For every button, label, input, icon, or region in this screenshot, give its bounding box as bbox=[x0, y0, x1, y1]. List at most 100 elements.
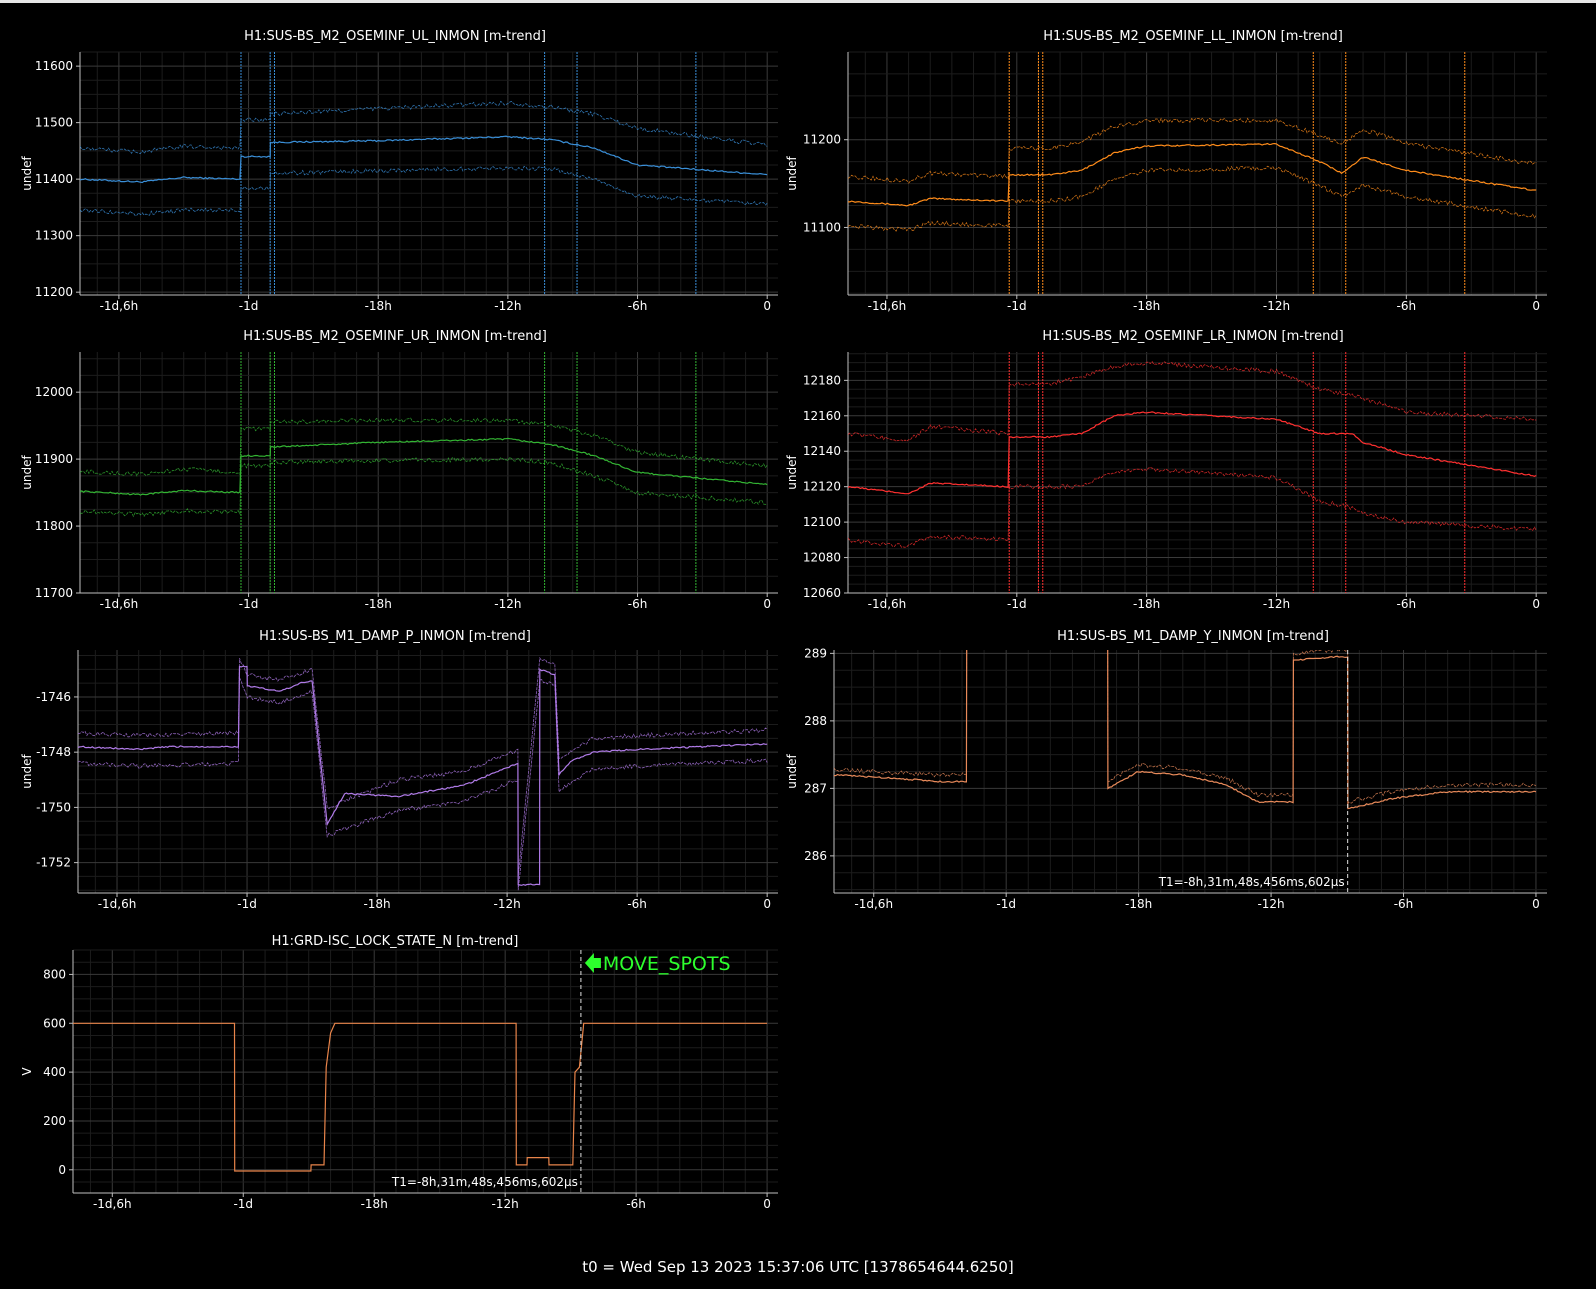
x-tick-label: 0 bbox=[1532, 299, 1540, 313]
series-line bbox=[78, 665, 768, 886]
x-tick-label: -12h bbox=[1263, 597, 1290, 611]
chart-plot-osem-ur: -1d,6h -1d -18h -12h -6h 0 11700 11800 11900 1200… bbox=[20, 352, 778, 611]
y-tick-label: 11600 bbox=[35, 59, 73, 73]
y-tick-label: 200 bbox=[43, 1114, 66, 1128]
x-tick-label: 0 bbox=[763, 897, 771, 911]
y-tick-label: 12100 bbox=[803, 515, 841, 529]
y-tick-label: 11500 bbox=[35, 116, 73, 130]
y-tick-label: 288 bbox=[804, 714, 827, 728]
y-tick-label: 11400 bbox=[35, 172, 73, 186]
y-tick-label: 286 bbox=[804, 849, 827, 863]
plot-area bbox=[80, 352, 768, 593]
x-tick-label: -12h bbox=[492, 1197, 519, 1211]
series-line bbox=[834, 650, 1537, 810]
series-line bbox=[73, 1022, 768, 1172]
chart-panel-osem-lr: H1:SUS-BS_M2_OSEMINF_LR_INMON [m-trend] … bbox=[785, 300, 1596, 620]
x-tick-label: -1d bbox=[1007, 299, 1027, 313]
y-tick-label: 12000 bbox=[35, 385, 73, 399]
y-tick-label: 11300 bbox=[35, 229, 73, 243]
y-tick-label: 12160 bbox=[803, 409, 841, 423]
y-tick-label: 800 bbox=[43, 967, 66, 981]
y-tick-label: 289 bbox=[804, 646, 827, 660]
y-tick-label: 600 bbox=[43, 1016, 66, 1030]
x-tick-label: -6h bbox=[628, 299, 648, 313]
y-tick-label: -1750 bbox=[36, 800, 71, 814]
chart-plot-osem-ul: -1d,6h -1d -18h -12h -6h 0 11200 11300 11400 1150… bbox=[20, 51, 778, 313]
chart-plot-damp-p: -1d,6h -1d -18h -12h -6h 0 -1746 -1748 -1750 -175… bbox=[20, 650, 778, 911]
y-tick-label: 11900 bbox=[35, 452, 73, 466]
x-tick-label: -1d,6h bbox=[100, 597, 139, 611]
x-tick-label: -1d,6h bbox=[868, 597, 907, 611]
grid bbox=[834, 650, 1547, 893]
x-tick-label: -1d bbox=[237, 897, 257, 911]
y-tick-label: -1748 bbox=[36, 745, 71, 759]
x-tick-label: -18h bbox=[363, 897, 390, 911]
t0-footer: t0 = Wed Sep 13 2023 15:37:06 UTC [13786… bbox=[582, 1258, 1014, 1276]
chart-panel-damp-p: H1:SUS-BS_M1_DAMP_P_INMON [m-trend] -1d,… bbox=[0, 605, 790, 925]
top-border bbox=[0, 0, 1596, 3]
y-tick-label: 400 bbox=[43, 1065, 66, 1079]
y-axis-label: undef bbox=[785, 455, 799, 490]
chart-title: H1:SUS-BS_M2_OSEMINF_LL_INMON [m-trend] bbox=[1043, 29, 1343, 44]
x-tick-label: -6h bbox=[627, 897, 647, 911]
series-line bbox=[848, 117, 1537, 184]
x-tick-label: -1d bbox=[1007, 597, 1027, 611]
x-tick-label: -18h bbox=[361, 1197, 388, 1211]
y-tick-label: 12060 bbox=[803, 586, 841, 600]
chart-title: H1:SUS-BS_M2_OSEMINF_UL_INMON [m-trend] bbox=[244, 29, 546, 44]
y-tick-label: 11800 bbox=[35, 519, 73, 533]
series-line bbox=[848, 142, 1537, 207]
grid bbox=[80, 352, 778, 594]
x-tick-label: -6h bbox=[628, 597, 648, 611]
series-line bbox=[80, 135, 768, 184]
x-tick-label: -1d bbox=[239, 597, 259, 611]
y-axis-label: undef bbox=[20, 754, 34, 789]
series-line bbox=[80, 456, 768, 518]
y-tick-label: -1752 bbox=[36, 856, 71, 870]
x-tick-label: -18h bbox=[365, 299, 392, 313]
chart-plot-damp-y: -1d,6h -1d -18h -12h -6h 0 286 287 288 289 undef T1… bbox=[785, 646, 1547, 911]
x-tick-label: 0 bbox=[763, 299, 771, 313]
annotation-arrow-icon bbox=[584, 953, 601, 973]
x-tick-label: 0 bbox=[1532, 897, 1540, 911]
x-tick-label: -1d,6h bbox=[93, 1197, 132, 1211]
grid bbox=[80, 51, 778, 295]
chart-panel-osem-ll: H1:SUS-BS_M2_OSEMINF_LL_INMON [m-trend] … bbox=[785, 0, 1596, 320]
series-line bbox=[848, 165, 1537, 232]
series-line bbox=[78, 677, 768, 891]
y-tick-label: 11200 bbox=[35, 285, 73, 299]
plot-area bbox=[80, 52, 768, 295]
y-axis-label: V bbox=[20, 1067, 34, 1076]
x-tick-label: -12h bbox=[493, 897, 520, 911]
x-tick-label: -12h bbox=[494, 597, 521, 611]
y-tick-label: 12140 bbox=[803, 444, 841, 458]
series-line bbox=[80, 437, 768, 496]
chart-title: H1:SUS-BS_M2_OSEMINF_UR_INMON [m-trend] bbox=[243, 329, 547, 344]
series-line bbox=[848, 411, 1537, 495]
chart-plot-lock-state: -1d,6h -1d -18h -12h -6h 0 0 200 400 600 800 V T1=-8… bbox=[20, 949, 778, 1211]
x-tick-label: -6h bbox=[1394, 897, 1414, 911]
x-tick-label: 0 bbox=[763, 597, 771, 611]
chart-title: H1:SUS-BS_M2_OSEMINF_LR_INMON [m-trend] bbox=[1042, 329, 1344, 344]
series-line bbox=[834, 650, 1537, 804]
grid bbox=[848, 352, 1547, 594]
x-tick-label: -18h bbox=[1125, 897, 1152, 911]
chart-plot-osem-lr: -1d,6h -1d -18h -12h -6h 0 12060 12080 12100 1212… bbox=[785, 352, 1547, 611]
annotation-label: MOVE_SPOTS bbox=[603, 953, 731, 975]
chart-panel-osem-ur: H1:SUS-BS_M2_OSEMINF_UR_INMON [m-trend] … bbox=[0, 300, 790, 620]
x-tick-label: -18h bbox=[1133, 597, 1160, 611]
grid bbox=[78, 650, 778, 893]
plot-area bbox=[834, 650, 1537, 810]
grid bbox=[848, 51, 1547, 295]
y-tick-label: 12180 bbox=[803, 373, 841, 387]
chart-panel-damp-y: H1:SUS-BS_M1_DAMP_Y_INMON [m-trend] -1d,… bbox=[785, 605, 1596, 925]
y-axis-label: undef bbox=[20, 455, 34, 490]
plot-area bbox=[73, 1022, 768, 1172]
x-tick-label: -18h bbox=[365, 597, 392, 611]
series-line bbox=[848, 360, 1537, 442]
y-axis-label: undef bbox=[20, 156, 34, 191]
chart-title: H1:GRD-ISC_LOCK_STATE_N [m-trend] bbox=[271, 934, 519, 949]
x-tick-label: -6h bbox=[626, 1197, 646, 1211]
series-line bbox=[80, 100, 768, 155]
x-tick-label: -1d bbox=[996, 897, 1016, 911]
